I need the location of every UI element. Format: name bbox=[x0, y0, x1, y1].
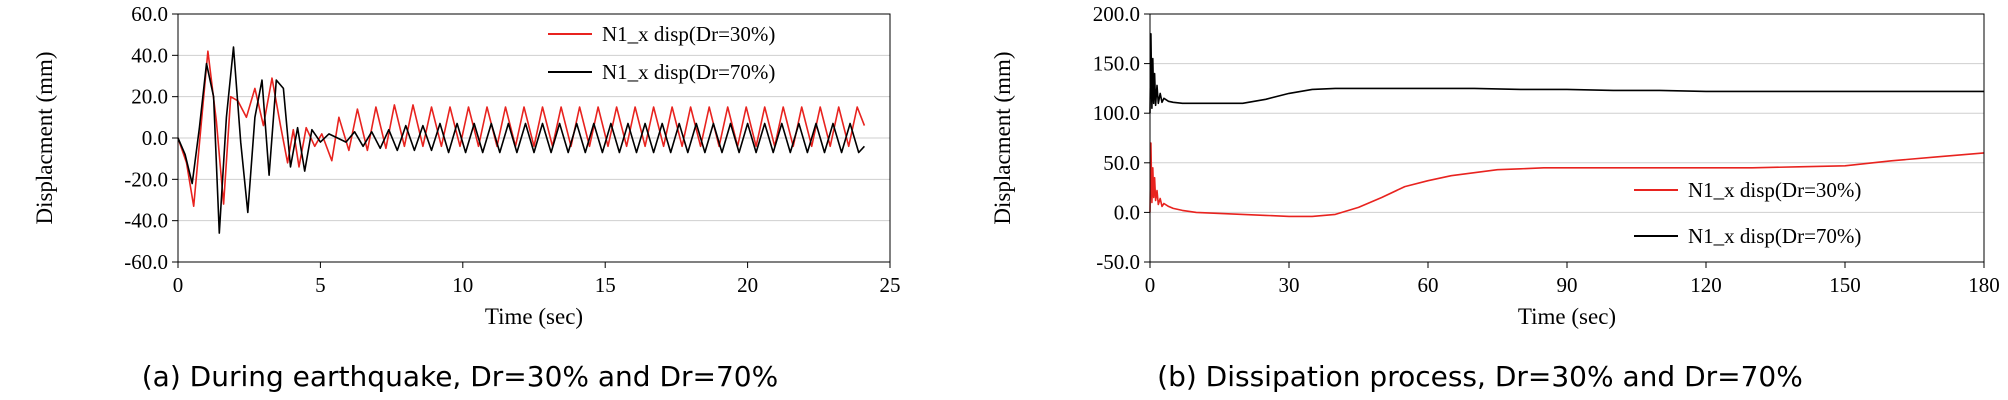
chart-a-legend: N1_x disp(Dr=30%) N1_x disp(Dr=70%) bbox=[548, 22, 775, 84]
chart-b-y-tick-label: 200.0 bbox=[1093, 2, 1140, 26]
chart-b-x-tick-label: 180 bbox=[1968, 273, 2000, 297]
chart-a-gridlines bbox=[178, 54, 890, 222]
chart-a-x-tick-label: 5 bbox=[315, 273, 326, 297]
chart-a-x-tick-label: 25 bbox=[880, 273, 901, 297]
chart-a-y-tick-label: 60.0 bbox=[131, 2, 168, 26]
chart-a-legend-label-dr30: N1_x disp(Dr=30%) bbox=[602, 22, 775, 46]
chart-b-caption: (b) Dissipation process, Dr=30% and Dr=7… bbox=[1157, 360, 1803, 393]
chart-a-y-axis-title: Displacment (mm) bbox=[32, 51, 57, 224]
chart-b-x-tick-label: 150 bbox=[1829, 273, 1861, 297]
chart-a-x-tick-label: 0 bbox=[173, 273, 184, 297]
chart-b-y-axis-title: Displacment (mm) bbox=[990, 51, 1015, 224]
chart-a-x-tick-label: 20 bbox=[737, 273, 758, 297]
chart-a-series-dr70-line bbox=[177, 46, 865, 234]
chart-b-gridlines bbox=[1150, 63, 1984, 213]
chart-b-series-dr30-line bbox=[1149, 142, 1985, 218]
chart-b-legend-label-dr30: N1_x disp(Dr=30%) bbox=[1688, 178, 1861, 202]
chart-a-x-axis-title: Time (sec) bbox=[485, 304, 583, 329]
chart-b-x-tick-label: 90 bbox=[1557, 273, 1578, 297]
chart-b-x-tick-label: 120 bbox=[1690, 273, 1722, 297]
chart-b-y-tick-label: 50.0 bbox=[1103, 151, 1140, 175]
chart-a-x-tick-label: 15 bbox=[595, 273, 616, 297]
chart-b-y-tick-label: 100.0 bbox=[1093, 101, 1140, 125]
chart-a-ticks: -60.0 -40.0 -20.0 0.0 20.0 40.0 60.0 0 5 10 15 20 25 bbox=[124, 2, 900, 297]
chart-a-y-tick-label: -20.0 bbox=[124, 167, 168, 191]
chart-a-y-tick-label: -60.0 bbox=[124, 250, 168, 274]
chart-b-y-tick-label: -50.0 bbox=[1096, 250, 1140, 274]
chart-a-x-tick-label: 10 bbox=[452, 273, 473, 297]
chart-a-legend-label-dr70: N1_x disp(Dr=70%) bbox=[602, 60, 775, 84]
chart-a-y-tick-label: 20.0 bbox=[131, 85, 168, 109]
chart-a-plot-lines bbox=[177, 46, 866, 234]
chart-b-x-tick-label: 30 bbox=[1279, 273, 1300, 297]
chart-a-series-dr30-line bbox=[177, 50, 866, 207]
chart-a-y-tick-label: 40.0 bbox=[131, 43, 168, 67]
chart-b-legend-label-dr70: N1_x disp(Dr=70%) bbox=[1688, 224, 1861, 248]
chart-a-y-tick-label: -40.0 bbox=[124, 209, 168, 233]
chart-a-y-tick-label: 0.0 bbox=[142, 126, 168, 150]
chart-b-y-tick-label: 0.0 bbox=[1114, 200, 1140, 224]
chart-b-y-tick-label: 150.0 bbox=[1093, 52, 1140, 76]
chart-b-ticks: -50.0 0.0 50.0 100.0 150.0 200.0 0 30 60 90 120 150… bbox=[1093, 2, 2000, 297]
chart-a-caption: (a) During earthquake, Dr=30% and Dr=70% bbox=[142, 360, 778, 393]
chart-b-legend: N1_x disp(Dr=30%) N1_x disp(Dr=70%) bbox=[1634, 178, 1861, 248]
chart-b: -50.0 0.0 50.0 100.0 150.0 200.0 0 30 60 90 120 150… bbox=[990, 2, 2000, 393]
chart-b-x-axis-title: Time (sec) bbox=[1518, 304, 1616, 329]
chart-b-series-dr70-line bbox=[1149, 32, 1984, 114]
chart-b-x-tick-label: 0 bbox=[1145, 273, 1156, 297]
chart-b-x-tick-label: 60 bbox=[1418, 273, 1439, 297]
chart-b-plot-lines bbox=[1149, 32, 1985, 218]
chart-a: -60.0 -40.0 -20.0 0.0 20.0 40.0 60.0 0 5 10 15 20 25… bbox=[32, 2, 901, 393]
